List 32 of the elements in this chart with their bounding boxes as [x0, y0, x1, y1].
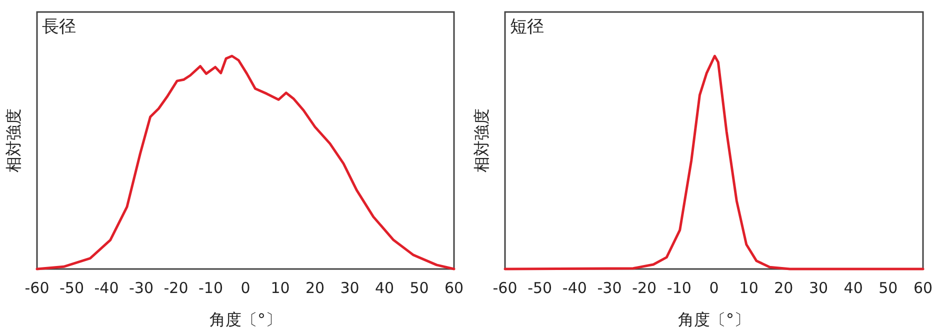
x-tick-label: 60: [444, 279, 464, 297]
x-tick-label: 10: [270, 279, 290, 297]
x-tick-label: -60: [24, 279, 50, 297]
x-tick-label: -20: [632, 279, 657, 297]
x-tick-label: -60: [492, 279, 518, 297]
x-tick-label: 50: [878, 279, 898, 297]
x-tick-label: 40: [374, 279, 394, 297]
x-tick-label: 40: [844, 279, 863, 297]
x-tick-label: -20: [164, 279, 188, 297]
x-tick-label: 60: [913, 279, 933, 297]
x-tick-label: 30: [340, 279, 360, 297]
x-axis-title: 角度〔°〕: [210, 310, 282, 329]
y-axis-title: 相対強度: [472, 108, 491, 172]
x-tick-label: 0: [709, 279, 719, 297]
x-tick-label: -30: [597, 279, 622, 297]
x-tick-label: -30: [129, 279, 154, 297]
y-axis-title: 相対強度: [4, 108, 23, 172]
x-tick-label: 20: [774, 279, 794, 297]
x-tick-label: 30: [808, 279, 828, 297]
x-tick-label: 20: [305, 279, 325, 297]
x-tick-label: -10: [198, 279, 223, 297]
x-tick-label: -50: [60, 279, 84, 297]
x-tick-label: -40: [94, 279, 119, 297]
chart-title: 短径: [510, 17, 544, 37]
x-tick-label: -50: [528, 279, 552, 297]
x-tick-label: 10: [739, 279, 758, 297]
x-tick-label: -10: [666, 279, 692, 297]
x-tick-label: 0: [240, 279, 250, 297]
x-tick-label: 50: [410, 279, 429, 297]
x-tick-label: -40: [562, 279, 587, 297]
chart-title: 長径: [42, 17, 76, 37]
x-axis-title: 角度〔°〕: [678, 310, 750, 329]
